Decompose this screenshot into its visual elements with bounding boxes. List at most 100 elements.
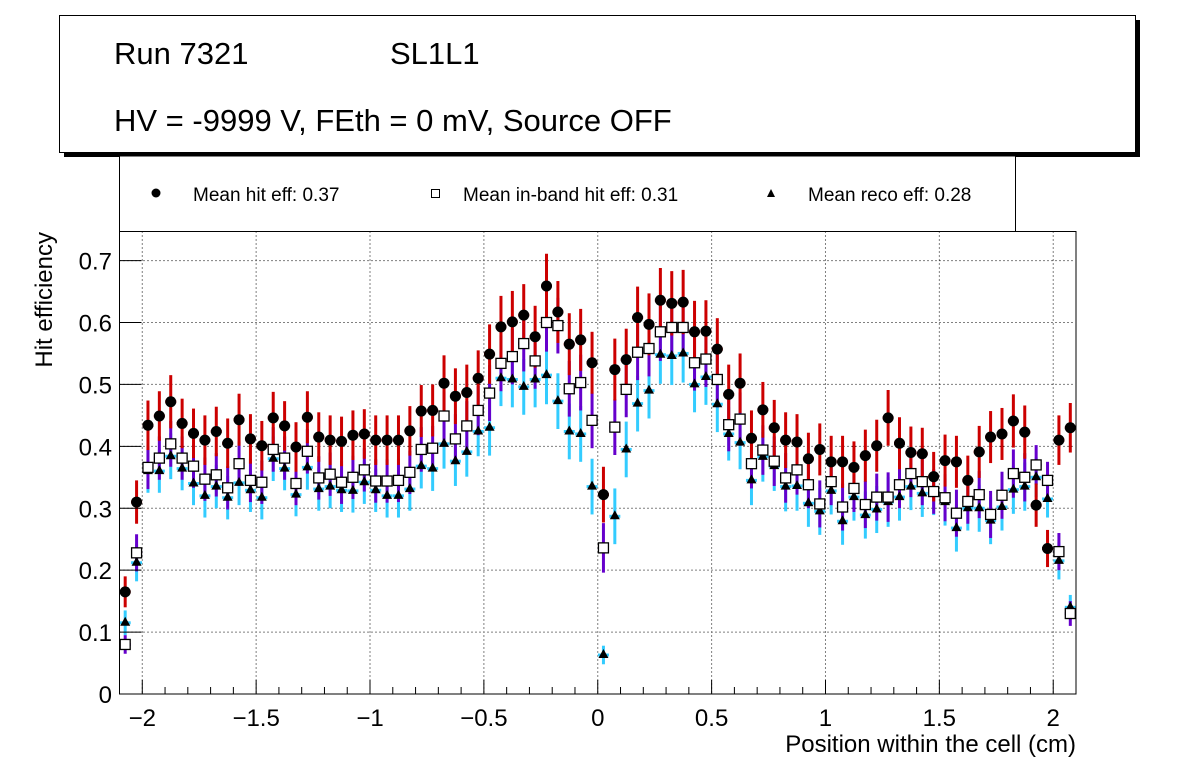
reco-eff-point (860, 509, 871, 519)
hit-eff-point (848, 461, 860, 473)
hit-eff-point (1030, 499, 1042, 511)
reco-eff-point (792, 479, 803, 489)
inband-eff-point (586, 414, 598, 426)
reco-eff-point (313, 483, 324, 493)
hit-eff-point (244, 433, 256, 445)
reco-eff-point (905, 480, 916, 490)
hit-eff-point (734, 377, 746, 389)
reco-eff-point (530, 373, 541, 383)
hit-eff-point (449, 390, 461, 402)
reco-eff-point (290, 488, 301, 498)
y-tick-label: 0.2 (79, 558, 112, 585)
inband-eff-point (165, 438, 177, 450)
inband-eff-point (381, 475, 393, 487)
reco-eff-point (837, 515, 848, 525)
hit-eff-point (210, 425, 222, 437)
hit-eff-point (1019, 426, 1031, 438)
hit-eff-point (985, 431, 997, 443)
hit-eff-point (518, 309, 530, 321)
inband-eff-point (984, 508, 997, 521)
hit-eff-point (358, 428, 370, 440)
hit-eff-point (415, 405, 427, 417)
inband-eff-point (734, 413, 746, 425)
reco-eff-point (495, 372, 506, 382)
legend-marker-circle (151, 188, 161, 198)
hit-eff-point (825, 456, 837, 468)
reco-eff-point (245, 484, 256, 494)
inband-eff-point (1041, 474, 1054, 487)
reco-eff-point (302, 461, 313, 471)
hit-eff-point (233, 414, 245, 426)
inband-eff-point (575, 376, 587, 389)
reco-eff-point (689, 378, 700, 388)
inband-eff-point (905, 467, 917, 480)
inband-eff-point (187, 460, 200, 472)
reco-eff-point (427, 462, 438, 472)
hit-eff-point (313, 431, 325, 443)
hit-eff-point (563, 338, 575, 350)
inband-eff-point (916, 475, 928, 488)
hit-eff-point (837, 456, 849, 468)
reco-eff-point (826, 484, 837, 494)
inband-eff-point (836, 501, 849, 513)
hit-eff-point (859, 450, 871, 462)
reco-eff-point (598, 648, 609, 658)
hit-eff-point (780, 434, 792, 446)
hit-eff-point (1042, 543, 1054, 555)
hit-eff-point (654, 294, 666, 306)
x-tick-label: −0.5 (460, 705, 507, 732)
hit-eff-point (495, 321, 507, 333)
reco-eff-point (1031, 471, 1042, 481)
inband-eff-point (939, 492, 951, 504)
reco-eff-point (188, 477, 199, 487)
reco-eff-point (268, 452, 279, 462)
hit-eff-point (381, 434, 393, 446)
inband-eff-point (506, 350, 518, 363)
inband-eff-point (404, 466, 416, 478)
y-tick-label: 0.5 (79, 372, 112, 399)
reco-eff-point (382, 489, 393, 499)
reco-eff-point (484, 421, 495, 431)
reco-eff-point (325, 480, 336, 490)
hit-eff-point (176, 417, 188, 429)
hit-eff-point (188, 427, 200, 439)
inband-eff-point (973, 488, 985, 501)
reco-eff-point (1053, 554, 1064, 564)
inband-eff-point (290, 477, 302, 490)
hit-eff-point (620, 354, 632, 366)
reco-eff-point (609, 510, 620, 520)
reco-eff-point (974, 502, 985, 512)
hit-eff-point (928, 471, 940, 483)
hit-eff-point (552, 306, 564, 318)
legend-marker-triangle (767, 189, 775, 197)
hit-eff-point (324, 434, 336, 446)
inband-eff-point (1007, 467, 1020, 480)
hit-eff-point (1007, 415, 1019, 427)
reco-eff-point (416, 460, 427, 470)
hit-eff-point (643, 318, 655, 330)
inband-eff-point (882, 491, 894, 503)
inband-eff-point (142, 461, 154, 474)
x-tick-label: 1 (819, 705, 832, 732)
x-tick-label: −1.5 (232, 705, 279, 732)
inband-eff-point (802, 479, 815, 491)
reco-eff-point (154, 465, 165, 475)
inband-eff-point (244, 474, 257, 487)
reco-eff-point (199, 489, 210, 499)
inband-eff-point (256, 476, 268, 488)
hit-eff-point (222, 437, 234, 449)
inband-eff-point (370, 475, 382, 487)
hit-eff-point (802, 453, 814, 465)
inband-eff-point (233, 458, 245, 470)
x-tick-label: 0 (591, 705, 604, 732)
y-tick-label: 0 (99, 682, 112, 709)
inband-eff-point (1030, 459, 1042, 471)
inband-eff-point (597, 542, 610, 554)
reco-eff-point (450, 455, 461, 465)
inband-eff-point (768, 455, 780, 467)
hit-eff-point (1064, 422, 1076, 434)
hit-eff-point (939, 455, 951, 467)
x-tick-label: −2 (129, 705, 156, 732)
inband-eff-point (563, 383, 575, 395)
